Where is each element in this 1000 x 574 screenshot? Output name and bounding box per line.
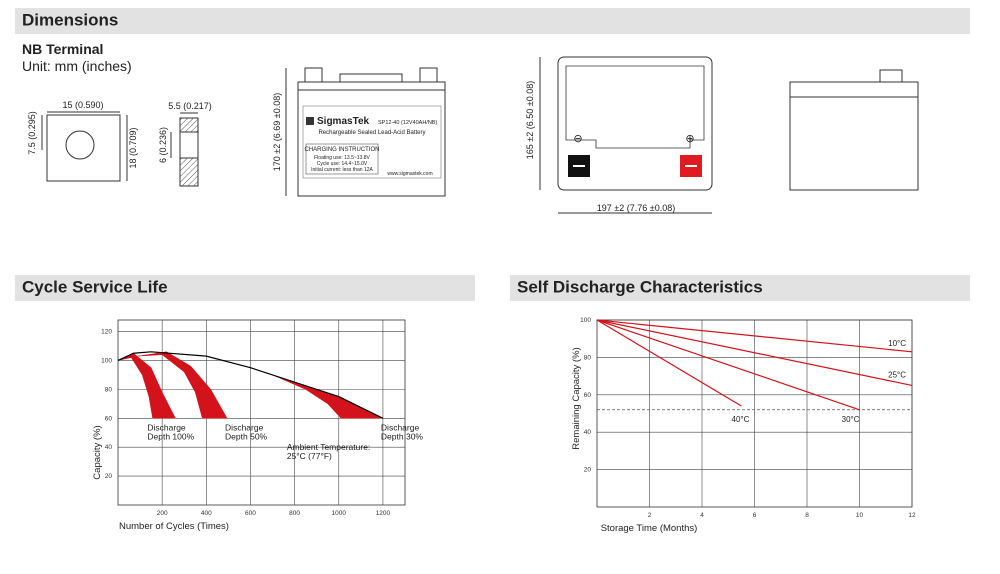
- region-label: Depth 30%: [381, 431, 423, 441]
- region-label: Discharge: [381, 422, 420, 432]
- brand: SigmasTek: [317, 116, 369, 127]
- header-bar: [15, 8, 970, 34]
- y-tick-label: 100: [101, 357, 112, 364]
- x-tick-label: 1200: [376, 510, 391, 517]
- discharge-region: [117, 352, 176, 419]
- dimension-label: 7.5 (0.295): [27, 111, 37, 155]
- x-tick-label: 800: [289, 510, 300, 517]
- x-tick-label: 200: [157, 510, 168, 517]
- discharge-region: [137, 351, 228, 419]
- x-tick-label: 12: [908, 512, 916, 519]
- annotation: Ambient Temperature:: [287, 442, 370, 452]
- region-label: Discharge: [147, 422, 186, 432]
- y-tick-label: 20: [105, 473, 113, 480]
- x-axis-label: Number of Cycles (Times): [119, 521, 229, 532]
- y-tick-label: 100: [580, 317, 591, 324]
- y-axis-label: Remaining Capacity (%): [571, 347, 582, 449]
- series-line: [596, 319, 860, 411]
- dimension-label: 18 (0.709): [128, 127, 138, 168]
- series-label: 25°C: [888, 370, 906, 379]
- x-tick-label: 8: [805, 512, 809, 519]
- x-tick-label: 4: [700, 512, 704, 519]
- series-line: [117, 351, 384, 419]
- y-tick-label: 20: [584, 467, 592, 474]
- polarity: ⊕: [685, 133, 694, 145]
- header-bar: [15, 275, 475, 301]
- x-tick-label: 400: [201, 510, 212, 517]
- series-line: [596, 319, 913, 387]
- y-axis-label: Capacity (%): [92, 425, 103, 479]
- battery-side-drawing: [789, 69, 919, 191]
- x-tick-label: 6: [753, 512, 757, 519]
- battery-top-drawing: [539, 56, 713, 214]
- website: www.sigmastek.com: [387, 171, 432, 177]
- unit: Unit: mm (inches): [22, 58, 132, 74]
- y-tick-label: 40: [584, 429, 592, 436]
- header-bar: [510, 275, 970, 301]
- dimension-label: 6 (0.236): [158, 127, 168, 163]
- annotation: 25°C (77°F): [287, 451, 332, 461]
- region-label: Discharge: [225, 422, 264, 432]
- region-label: Depth 50%: [225, 431, 267, 441]
- series-line: [596, 319, 913, 353]
- charging-line: Floating use: 13.5~13.8V: [314, 155, 370, 161]
- section-title: Dimensions: [22, 10, 118, 29]
- dimension-label: 165 ±2 (6.50 ±0.08): [525, 81, 535, 159]
- y-tick-label: 60: [584, 392, 592, 399]
- section-title: Cycle Service Life: [22, 277, 168, 296]
- description: Rechargeable Sealed Lead-Acid Battery: [318, 130, 425, 136]
- polarity: ⊖: [573, 133, 582, 145]
- battery-front-drawing: [285, 67, 446, 197]
- terminal-front-drawing: [41, 111, 128, 182]
- series-line: [596, 319, 742, 407]
- series-label: 40°C: [732, 415, 750, 424]
- series-label: 10°C: [888, 339, 906, 348]
- section-title: Self Discharge Characteristics: [517, 277, 763, 296]
- y-tick-label: 120: [101, 329, 112, 336]
- y-tick-label: 80: [105, 386, 113, 393]
- y-tick-label: 80: [584, 354, 592, 361]
- dimension-label: 5.5 (0.217): [168, 101, 212, 111]
- terminal-title: NB Terminal: [22, 41, 103, 57]
- x-tick-label: 1000: [332, 510, 347, 517]
- region-label: Depth 100%: [147, 431, 194, 441]
- model: SP12-40 (12V40AH/NB): [378, 120, 437, 126]
- x-axis-label: Storage Time (Months): [601, 523, 698, 534]
- x-tick-label: 10: [856, 512, 864, 519]
- charging-line: CHARGING INSTRUCTION: [305, 147, 380, 153]
- x-tick-label: 2: [648, 512, 652, 519]
- charging-line: Cycle use: 14.4~15.0V: [317, 161, 368, 167]
- x-tick-label: 600: [245, 510, 256, 517]
- series-label: 30°C: [842, 415, 860, 424]
- dimension-label: 197 ±2 (7.76 ±0.08): [597, 203, 675, 213]
- terminal-side-drawing: [170, 112, 199, 187]
- y-tick-label: 60: [105, 415, 113, 422]
- y-tick-label: 40: [105, 444, 113, 451]
- dimension-label: 170 ±2 (6.69 ±0.08): [272, 93, 282, 171]
- charging-line: Initial current: less than 12A: [311, 167, 373, 173]
- dimension-label: 15 (0.590): [62, 100, 103, 110]
